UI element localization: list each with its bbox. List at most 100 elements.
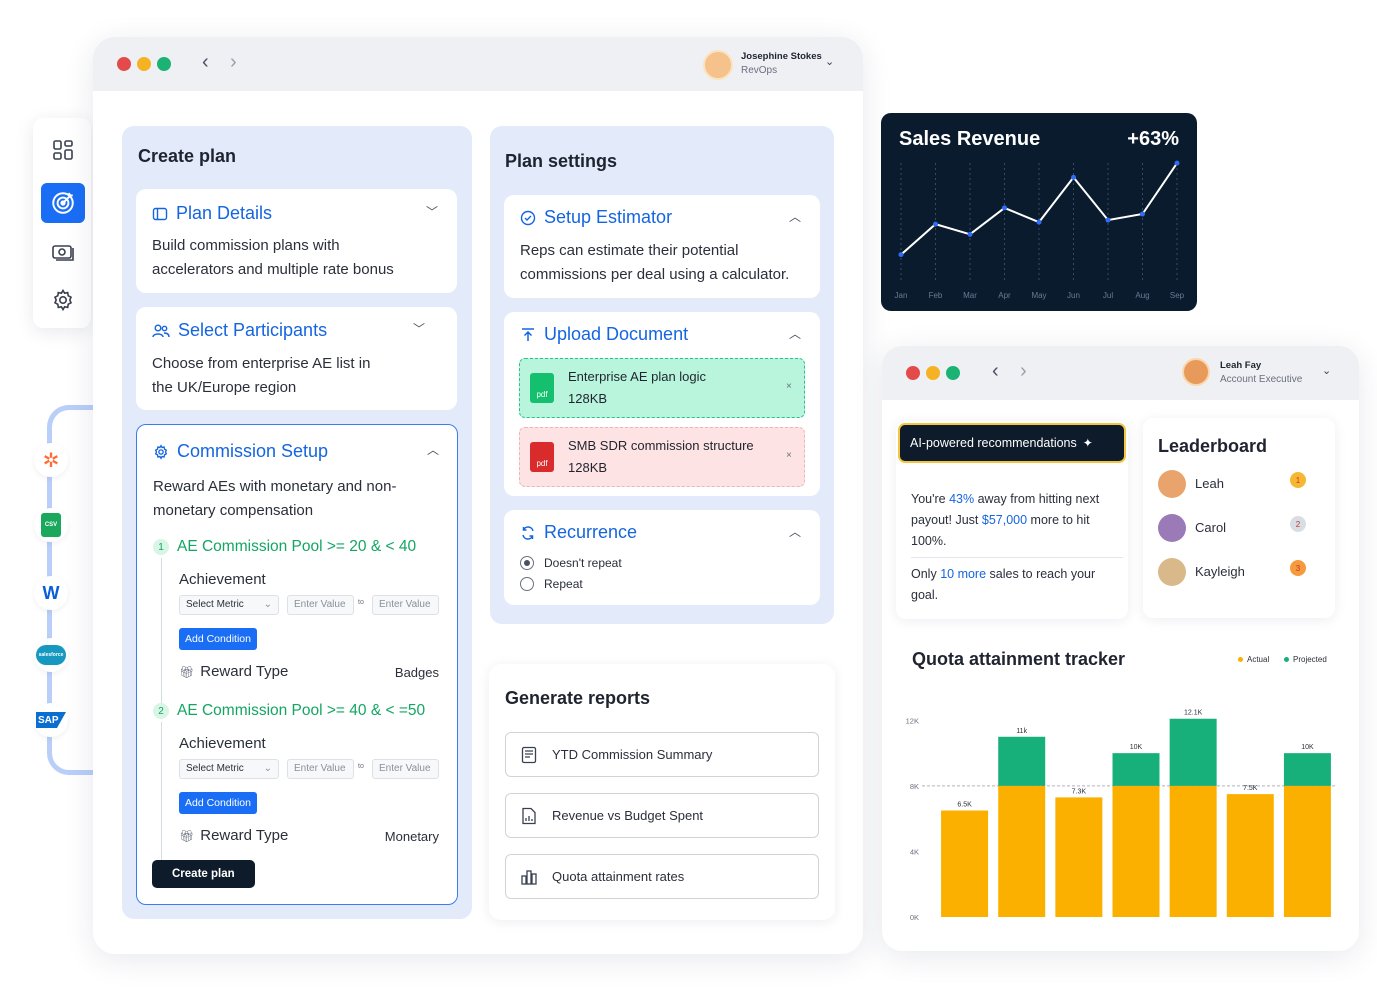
chevron-down-icon[interactable]: ⌄ — [825, 56, 835, 68]
revenue-budget-button[interactable]: Revenue vs Budget Spent — [505, 793, 819, 838]
back-arrow-icon[interactable]: ‹ — [992, 360, 999, 382]
max-value-input[interactable]: Enter Value — [372, 595, 439, 615]
actual-bar — [1055, 797, 1103, 917]
radio-repeat[interactable]: Repeat — [520, 577, 583, 591]
minimize-dot[interactable] — [926, 366, 940, 380]
forward-arrow-icon[interactable]: › — [230, 51, 237, 73]
forward-arrow-icon[interactable]: › — [1020, 360, 1027, 382]
close-dot[interactable] — [906, 366, 920, 380]
estimator-header: Setup Estimator — [520, 207, 672, 228]
avatar[interactable] — [1182, 358, 1210, 386]
file-item[interactable]: pdf SMB SDR commission structure 128KB × — [519, 427, 805, 487]
create-plan-button[interactable]: Create plan — [152, 860, 255, 888]
avatar[interactable] — [703, 50, 733, 80]
avatar — [1158, 514, 1186, 542]
ai-panel: AI-powered recommendations ✦ You're 43% … — [896, 421, 1128, 619]
leaderboard-row[interactable]: Kayleigh 3 — [1158, 558, 1323, 586]
reward-type-row: 🎁︎ Reward Type — [179, 663, 288, 680]
commission-setup-card[interactable]: Commission Setup ︿ Reward AEs with monet… — [136, 424, 458, 905]
radio-doesnt-repeat[interactable]: Doesn't repeat — [520, 556, 622, 570]
minimize-dot[interactable] — [137, 57, 151, 71]
text: sales to reach your — [986, 567, 1096, 581]
maximize-dot[interactable] — [157, 57, 171, 71]
ai-badge[interactable]: AI-powered recommendations ✦ — [898, 423, 1126, 463]
maximize-dot[interactable] — [946, 366, 960, 380]
file-item[interactable]: pdf Enterprise AE plan logic 128KB × — [519, 358, 805, 418]
add-condition-button[interactable]: Add Condition — [179, 792, 257, 814]
plan-details-title: Plan Details — [176, 203, 273, 223]
target-icon[interactable] — [41, 183, 85, 223]
close-icon[interactable]: × — [786, 450, 792, 461]
legend-label: Projected — [1293, 655, 1327, 664]
actual-bar — [1169, 785, 1217, 917]
money-icon[interactable] — [41, 232, 85, 272]
upload-card[interactable]: Upload Document ︿ pdf Enterprise AE plan… — [504, 312, 820, 496]
y-tick-label: 12K — [906, 716, 919, 725]
pool-2-header[interactable]: 2 AE Commission Pool >= 40 & < =50 — [153, 702, 425, 720]
recurrence-card[interactable]: Recurrence ︿ Doesn't repeat Repeat — [504, 510, 820, 605]
bar-value-label: 10K — [1301, 744, 1314, 751]
chevron-down-icon[interactable]: ﹀ — [413, 322, 426, 336]
radio-selected-icon — [520, 556, 534, 570]
radio-empty-icon — [520, 577, 534, 591]
quota-panel: Quota attainment tracker Actual Projecte… — [896, 634, 1345, 934]
bar-value-label: 7.3K — [1072, 788, 1087, 795]
reward-type-value[interactable]: Badges — [394, 665, 439, 680]
estimator-card[interactable]: Setup Estimator ︿ Reps can estimate thei… — [504, 195, 820, 298]
radio-label: Doesn't repeat — [544, 556, 622, 570]
plan-details-header: Plan Details — [152, 203, 272, 224]
chevron-up-icon[interactable]: ︿ — [789, 210, 802, 224]
create-plan-title: Create plan — [138, 146, 237, 166]
data-point — [1174, 160, 1180, 166]
back-arrow-icon[interactable]: ‹ — [202, 51, 209, 73]
data-point — [1105, 217, 1111, 223]
commission-desc-1: Reward AEs with monetary and non- — [153, 478, 397, 495]
participants-card[interactable]: Select Participants ﹀ Choose from enterp… — [136, 307, 457, 410]
chevron-down-icon[interactable]: ⌄ — [1322, 365, 1332, 377]
bar-value-label: 12.1K — [1184, 710, 1203, 717]
chevron-up-icon[interactable]: ︿ — [789, 525, 802, 539]
text: Only — [911, 567, 941, 581]
plan-details-card[interactable]: Plan Details ﹀ Build commission plans wi… — [136, 189, 457, 293]
create-plan-column: Create plan Plan Details ﹀ Build commiss… — [122, 126, 472, 919]
estimator-title: Setup Estimator — [544, 207, 673, 227]
chevron-up-icon[interactable]: ︿ — [427, 443, 440, 457]
chevron-up-icon[interactable]: ︿ — [789, 327, 802, 341]
reward-type-value[interactable]: Monetary — [384, 829, 439, 844]
metric-select[interactable]: Select Metric ⌄ — [179, 759, 279, 779]
pool-number: 2 — [153, 703, 169, 719]
x-tick-label: Mar — [963, 291, 977, 300]
add-condition-button[interactable]: Add Condition — [179, 628, 257, 650]
quota-bar-chart: 0K 4K 8K 12K 6.5K 11k 7.3K 10K 12.1K 7.5K 10K — [906, 710, 1336, 922]
pool-1-header[interactable]: 1 AE Commission Pool >= 20 & < 40 — [153, 538, 416, 556]
ytd-summary-button[interactable]: YTD Commission Summary — [505, 732, 819, 777]
actual-bar — [1283, 785, 1331, 917]
data-point — [1140, 211, 1145, 217]
leaderboard-title: Leaderboard — [1158, 436, 1268, 456]
y-tick-label: 0K — [910, 913, 919, 922]
metric-select[interactable]: Select Metric ⌄ — [179, 595, 279, 615]
x-tick-label: Aug — [1135, 291, 1149, 300]
dashboard-icon[interactable] — [41, 130, 85, 170]
title-bar: ‹ › Josephine Stokes RevOps ⌄ — [93, 37, 863, 91]
leaderboard-row[interactable]: Leah 1 — [1158, 470, 1323, 498]
leaderboard-row[interactable]: Carol 2 — [1158, 514, 1323, 542]
close-dot[interactable] — [117, 57, 131, 71]
chevron-down-icon: ⌄ — [263, 763, 272, 774]
y-tick-label: 4K — [910, 847, 919, 856]
file-size: 128KB — [568, 391, 608, 406]
commission-desc-2: monetary compensation — [153, 502, 314, 519]
reports-title: Generate reports — [505, 688, 651, 708]
min-value-input[interactable]: Enter Value — [287, 759, 354, 779]
highlight: $57,000 — [981, 513, 1028, 527]
min-value-input[interactable]: Enter Value — [287, 595, 354, 615]
legend-dot — [1238, 657, 1243, 662]
quota-rates-button[interactable]: Quota attainment rates — [505, 854, 819, 899]
text: You're — [911, 492, 950, 506]
close-icon[interactable]: × — [786, 381, 792, 392]
settings-icon[interactable] — [41, 280, 85, 320]
file-name: SMB SDR commission structure — [568, 438, 754, 453]
panel-icon — [152, 207, 168, 220]
chevron-down-icon[interactable]: ﹀ — [426, 205, 439, 219]
max-value-input[interactable]: Enter Value — [372, 759, 439, 779]
